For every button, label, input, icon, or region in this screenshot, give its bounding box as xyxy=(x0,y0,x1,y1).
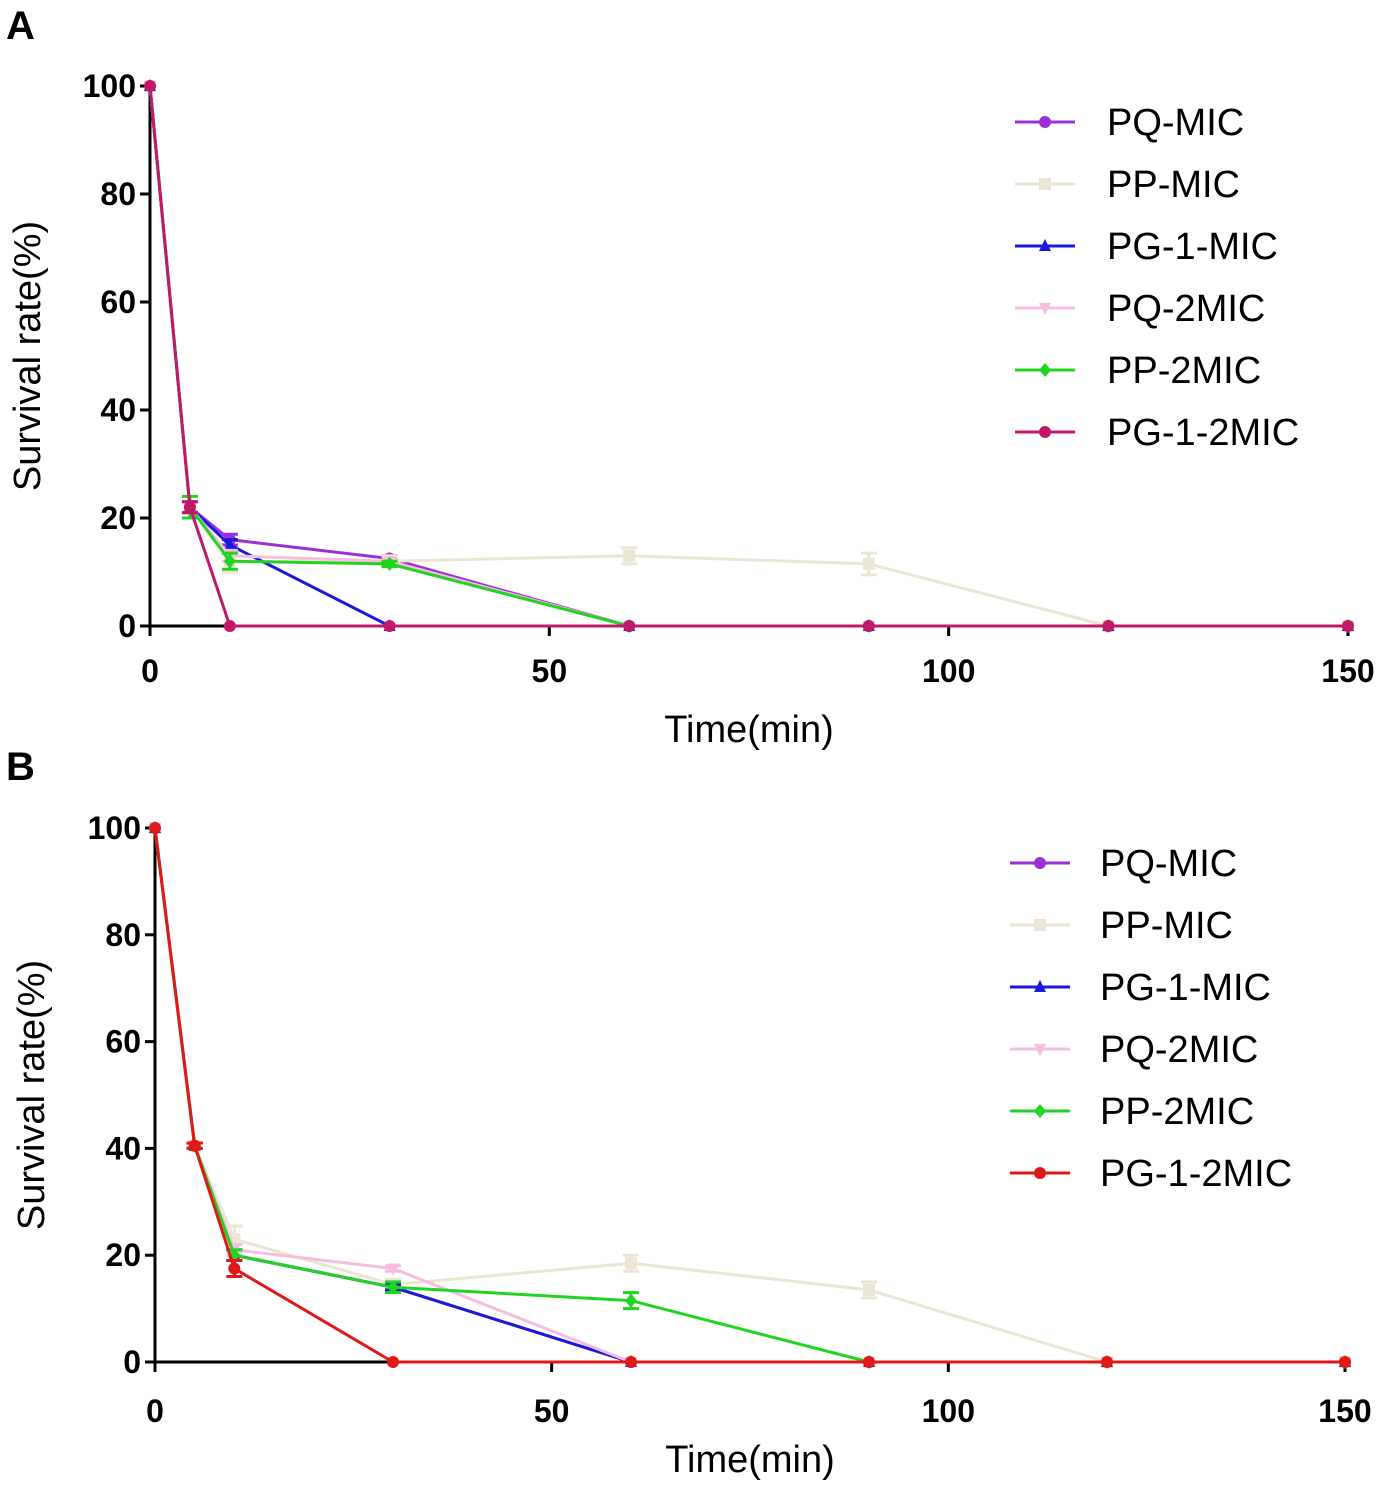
legend-item: PG-1-MIC xyxy=(1010,967,1271,1009)
data-point xyxy=(188,1139,201,1152)
legend-label: PG-1-MIC xyxy=(1100,967,1271,1009)
legend-item: PP-2MIC xyxy=(1015,350,1261,392)
legend-item: PQ-MIC xyxy=(1010,843,1237,885)
panel-label-a: A xyxy=(6,4,35,48)
x-axis-title: Time(min) xyxy=(664,709,834,751)
data-point xyxy=(149,822,161,834)
data-point xyxy=(387,1356,399,1368)
legend-item: PP-2MIC xyxy=(1010,1091,1254,1133)
legend-marker xyxy=(1034,1044,1046,1056)
data-point xyxy=(383,620,396,632)
y-axis-title: Survival rate(%) xyxy=(7,221,49,491)
legend-label: PQ-2MIC xyxy=(1107,288,1265,330)
x-tick-label: 100 xyxy=(922,1393,975,1429)
legend-item: PP-MIC xyxy=(1015,164,1240,206)
legend-marker xyxy=(1034,919,1046,931)
data-point xyxy=(223,554,236,569)
chart-panel-a: 0 20 40 60 80 100 0 50 100 150 Time(min) Survival r… xyxy=(7,68,1375,751)
legend-item: PQ-2MIC xyxy=(1010,1029,1258,1071)
legend-label: PP-2MIC xyxy=(1100,1091,1254,1133)
data-point xyxy=(1102,620,1115,632)
data-point xyxy=(1101,1356,1113,1368)
x-tick-label: 0 xyxy=(146,1393,164,1429)
y-tick-label: 80 xyxy=(105,917,141,953)
legend-item: PQ-MIC xyxy=(1015,102,1244,144)
data-point xyxy=(223,620,236,632)
legend-label: PQ-MIC xyxy=(1100,843,1237,885)
y-tick-label: 0 xyxy=(123,1344,141,1380)
data-point xyxy=(387,1263,399,1276)
x-tick-label: 150 xyxy=(1321,653,1374,689)
legend-marker xyxy=(1034,857,1046,869)
legend-marker xyxy=(1039,303,1051,315)
y-tick-label: 100 xyxy=(88,810,141,846)
legend-label: PQ-MIC xyxy=(1107,102,1244,144)
y-tick-label: 100 xyxy=(83,68,136,104)
data-point xyxy=(625,1356,637,1368)
legend-item: PG-1-2MIC xyxy=(1010,1153,1292,1195)
data-point xyxy=(862,620,875,632)
data-point xyxy=(183,501,196,514)
legend-marker xyxy=(1039,363,1051,377)
legend-marker xyxy=(1039,239,1051,251)
legend-item: PG-1-MIC xyxy=(1015,226,1278,268)
data-point xyxy=(383,556,396,571)
panel-label-b: B xyxy=(6,745,35,789)
x-tick-label: 150 xyxy=(1318,1393,1371,1429)
series-line xyxy=(148,85,1348,628)
data-point xyxy=(1342,620,1354,632)
series-pg-1-2mic xyxy=(149,822,1351,1368)
y-tick-label: 60 xyxy=(100,284,136,320)
series-line xyxy=(153,827,1345,1364)
legend-item: PG-1-2MIC xyxy=(1015,412,1299,454)
y-axis-title: Survival rate(%) xyxy=(11,960,53,1230)
legend-label: PP-2MIC xyxy=(1107,350,1261,392)
y-tick-label: 80 xyxy=(100,176,136,212)
legend-label: PP-MIC xyxy=(1107,164,1240,206)
data-point xyxy=(387,1280,399,1295)
y-tick-label: 40 xyxy=(100,392,136,428)
data-point xyxy=(223,538,236,550)
chart-panel-b: 0 20 40 60 80 100 0 50 100 150 Time(min) Survival r… xyxy=(11,810,1372,1481)
data-point xyxy=(863,1283,875,1296)
data-point xyxy=(228,1262,241,1275)
series-pg-1-2mic xyxy=(144,80,1354,632)
legend: PQ-MIC PP-MIC PG-1-MIC PQ-2MIC PP-2MIC PG-1-2… xyxy=(1015,102,1299,454)
data-point xyxy=(625,1293,637,1308)
legend-label: PQ-2MIC xyxy=(1100,1029,1258,1071)
y-tick-label: 20 xyxy=(105,1237,141,1273)
x-tick-label: 50 xyxy=(534,1393,570,1429)
data-point xyxy=(623,620,636,632)
legend-label: PG-1-MIC xyxy=(1107,226,1278,268)
data-point xyxy=(144,80,156,92)
legend-marker xyxy=(1039,116,1051,128)
legend: PQ-MIC PP-MIC PG-1-MIC PQ-2MIC PP-2MIC PG-1-2… xyxy=(1010,843,1292,1195)
data-point xyxy=(1339,1356,1351,1368)
y-tick-label: 20 xyxy=(100,500,136,536)
x-tick-label: 0 xyxy=(141,653,159,689)
legend-marker xyxy=(1039,178,1051,190)
data-point xyxy=(862,557,875,570)
x-axis-title: Time(min) xyxy=(665,1439,835,1481)
y-tick-label: 0 xyxy=(118,608,136,644)
y-tick-label: 60 xyxy=(105,1024,141,1060)
legend-label: PG-1-2MIC xyxy=(1100,1153,1292,1195)
legend-marker xyxy=(1034,1104,1046,1118)
data-point xyxy=(623,549,636,562)
legend-label: PP-MIC xyxy=(1100,905,1233,947)
y-tick-label: 40 xyxy=(105,1130,141,1166)
legend-label: PG-1-2MIC xyxy=(1107,412,1299,454)
legend-marker xyxy=(1034,1167,1046,1179)
legend-marker xyxy=(1039,426,1051,438)
x-tick-label: 100 xyxy=(922,653,975,689)
legend-item: PP-MIC xyxy=(1010,905,1233,947)
data-point xyxy=(625,1257,637,1270)
data-point xyxy=(863,1356,875,1368)
x-tick-label: 50 xyxy=(532,653,568,689)
legend-marker xyxy=(1034,980,1046,992)
legend-item: PQ-2MIC xyxy=(1015,288,1265,330)
